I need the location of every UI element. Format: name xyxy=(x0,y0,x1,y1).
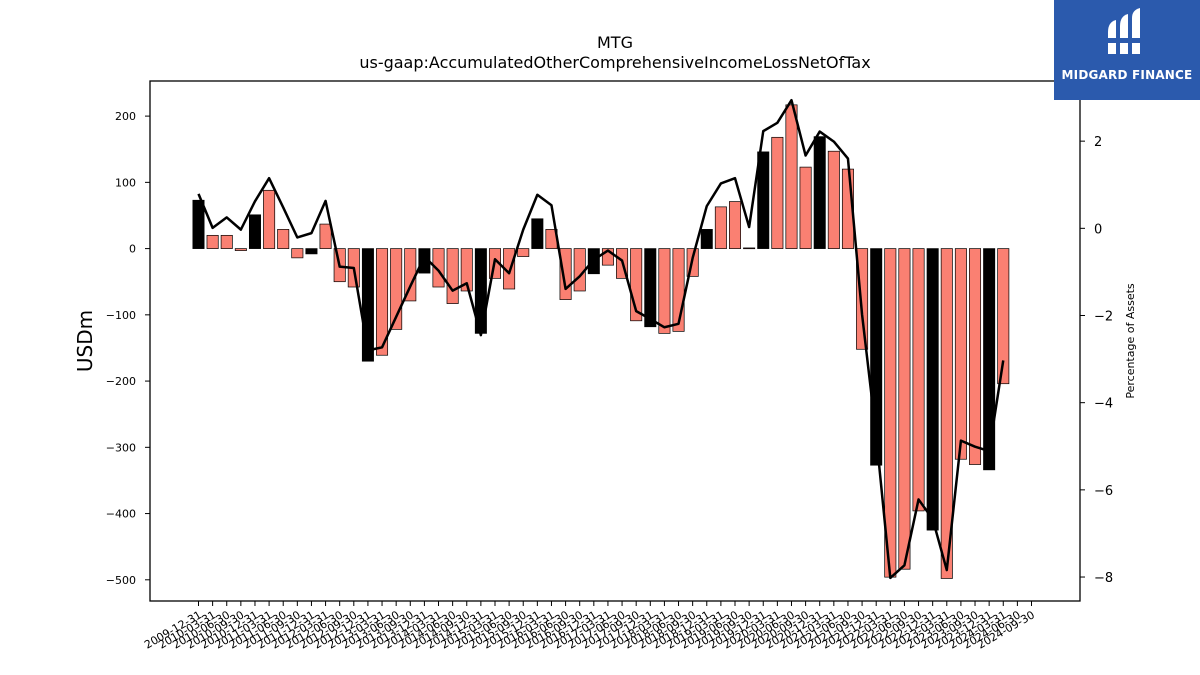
y-tick-label: 0 xyxy=(129,243,136,256)
bar xyxy=(234,248,247,251)
brand-logo: MIDGARD FINANCE xyxy=(1054,0,1200,100)
bar xyxy=(460,248,473,292)
bar xyxy=(390,248,403,330)
bar xyxy=(206,234,219,249)
bar xyxy=(954,248,967,460)
bar xyxy=(813,136,826,249)
bar xyxy=(983,248,996,471)
y-right-tick-label: −2 xyxy=(1094,310,1113,325)
bar xyxy=(305,248,318,255)
y-axis-label-left: USDm xyxy=(73,310,97,372)
bar-series xyxy=(192,104,1010,579)
bar xyxy=(559,248,572,300)
bar xyxy=(940,248,953,579)
bar xyxy=(446,248,459,304)
bar xyxy=(997,248,1010,385)
plot-frame xyxy=(149,80,1081,602)
bar xyxy=(531,218,544,249)
y-tick-label: −500 xyxy=(106,574,136,587)
bar xyxy=(263,189,276,249)
bar xyxy=(714,206,727,249)
y-tick-label: 100 xyxy=(115,176,136,189)
y-right-tick-label: 0 xyxy=(1094,222,1102,237)
bar xyxy=(870,248,883,466)
bar xyxy=(601,248,614,266)
bar xyxy=(743,247,756,250)
bar xyxy=(517,248,530,257)
bar xyxy=(926,248,939,531)
bar xyxy=(291,248,304,259)
y-axis-right: 2 0 −2 −4 −6 −8 xyxy=(1080,135,1113,586)
bar xyxy=(658,248,671,334)
bar xyxy=(432,248,445,288)
bar xyxy=(644,248,657,328)
bar xyxy=(319,223,332,249)
bar xyxy=(192,199,205,249)
y-right-tick-label: 2 xyxy=(1094,135,1102,150)
bar xyxy=(969,248,982,465)
bar xyxy=(799,166,812,249)
bar xyxy=(771,136,784,249)
bar xyxy=(729,201,741,249)
y-right-tick-label: −8 xyxy=(1094,571,1113,586)
bar xyxy=(757,151,770,249)
bar xyxy=(898,248,911,570)
bar xyxy=(912,248,925,512)
x-axis: 2009-12-312010-03-312010-06-302010-09-30… xyxy=(142,601,1037,652)
logo-text: MIDGARD FINANCE xyxy=(1061,68,1193,82)
bar xyxy=(856,248,869,350)
bar xyxy=(220,234,233,249)
percentage-line xyxy=(197,98,1005,580)
bar xyxy=(672,248,685,332)
y-tick-label: −200 xyxy=(106,375,136,388)
y-tick-label: −300 xyxy=(106,441,136,454)
y-axis-left: 200 100 0 −100 −200 −300 −400 −500 xyxy=(106,110,150,587)
y-right-tick-label: −4 xyxy=(1094,397,1113,412)
bar xyxy=(376,248,389,356)
bar xyxy=(700,229,713,249)
bar xyxy=(248,214,261,249)
y-axis-label-right: Percentage of Assets xyxy=(1124,283,1137,399)
y-tick-label: −100 xyxy=(106,309,136,322)
logo-mark-icon xyxy=(1106,8,1144,54)
y-right-tick-label: −6 xyxy=(1094,484,1113,499)
y-tick-label: 200 xyxy=(115,110,136,123)
bar xyxy=(827,150,840,249)
y-tick-label: −400 xyxy=(106,508,136,521)
bar xyxy=(785,104,798,249)
bar xyxy=(361,248,374,362)
bar xyxy=(277,229,290,249)
chart-title: MTG xyxy=(597,33,633,52)
bar xyxy=(630,248,643,322)
chart-subtitle: us-gaap:AccumulatedOtherComprehensiveInc… xyxy=(359,53,870,72)
